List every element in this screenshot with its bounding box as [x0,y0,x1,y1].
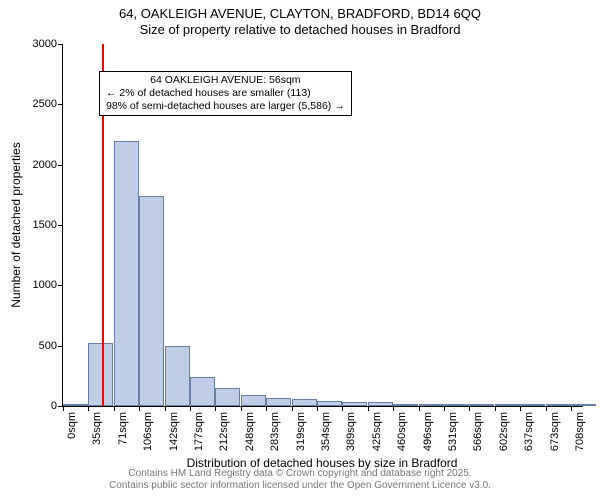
y-tick-label: 2500 [33,98,63,110]
x-tick-label: 460sqm [396,412,408,451]
y-tick-label: 0 [51,400,63,412]
x-tick-label: 283sqm [269,412,281,451]
x-tick-label: 354sqm [320,412,332,451]
x-tick-mark [444,406,445,411]
x-tick-label: 35sqm [91,412,103,445]
annotation-line: ← 2% of detached houses are smaller (113… [106,87,345,100]
x-tick-mark [393,406,394,411]
histogram-bar [317,401,342,406]
x-tick-label: 496sqm [422,412,434,451]
x-tick-mark [495,406,496,411]
x-tick-mark [571,406,572,411]
plot-area: 0500100015002000250030000sqm35sqm71sqm10… [62,44,583,407]
chart-title-line1: 64, OAKLEIGH AVENUE, CLAYTON, BRADFORD, … [0,0,600,22]
x-tick-mark [419,406,420,411]
footer-attribution: Contains HM Land Registry data © Crown c… [109,468,491,492]
histogram-bar [495,404,520,406]
y-tick-label: 1500 [33,219,63,231]
x-tick-label: 425sqm [371,412,383,451]
x-tick-mark [139,406,140,411]
x-tick-mark [520,406,521,411]
histogram-bar [292,399,317,406]
x-tick-mark [546,406,547,411]
x-tick-mark [165,406,166,411]
histogram-bar [139,196,164,406]
annotation-box: 64 OAKLEIGH AVENUE: 56sqm← 2% of detache… [99,71,352,116]
x-tick-label: 673sqm [549,412,561,451]
histogram-bar [393,404,418,406]
x-tick-label: 319sqm [295,412,307,451]
x-tick-label: 212sqm [218,412,230,451]
chart-title-line2: Size of property relative to detached ho… [0,22,600,38]
x-tick-label: 637sqm [523,412,535,451]
histogram-bar [165,346,190,406]
histogram-bar [88,343,113,406]
x-tick-label: 389sqm [345,412,357,451]
footer-line1: Contains HM Land Registry data © Crown c… [109,468,491,480]
x-tick-mark [241,406,242,411]
x-tick-label: 142sqm [168,412,180,451]
histogram-bar [444,404,469,406]
x-tick-label: 71sqm [117,412,129,445]
footer-line2: Contains public sector information licen… [109,480,491,492]
x-tick-mark [215,406,216,411]
y-tick-label: 2000 [33,159,63,171]
x-tick-mark [114,406,115,411]
histogram-bar [114,141,139,406]
histogram-bar [546,404,571,406]
chart-root: 64, OAKLEIGH AVENUE, CLAYTON, BRADFORD, … [0,0,600,500]
x-tick-label: 602sqm [498,412,510,451]
x-tick-mark [190,406,191,411]
x-tick-mark [317,406,318,411]
y-tick-label: 500 [39,340,63,352]
x-tick-label: 106sqm [142,412,154,451]
histogram-bar [215,388,240,406]
x-tick-mark [342,406,343,411]
x-tick-mark [63,406,64,411]
x-tick-mark [368,406,369,411]
x-tick-label: 708sqm [574,412,586,451]
x-tick-label: 177sqm [193,412,205,451]
annotation-line: 64 OAKLEIGH AVENUE: 56sqm [106,74,345,87]
x-tick-mark [292,406,293,411]
histogram-bar [469,404,494,406]
histogram-bar [266,398,291,406]
x-tick-label: 248sqm [244,412,256,451]
histogram-bar [190,377,215,406]
x-tick-mark [266,406,267,411]
x-tick-label: 0sqm [66,412,78,439]
x-tick-mark [469,406,470,411]
histogram-bar [342,402,367,406]
histogram-bar [63,404,88,406]
y-axis-label: Number of detached properties [9,142,23,307]
x-tick-label: 566sqm [472,412,484,451]
y-tick-label: 3000 [33,38,63,50]
histogram-bar [419,404,444,406]
annotation-line: 98% of semi-detached houses are larger (… [106,100,345,113]
histogram-bar [571,404,596,406]
x-tick-label: 531sqm [447,412,459,451]
y-tick-label: 1000 [33,279,63,291]
histogram-bar [368,402,393,406]
x-tick-mark [88,406,89,411]
histogram-bar [520,404,545,406]
histogram-bar [241,395,266,406]
